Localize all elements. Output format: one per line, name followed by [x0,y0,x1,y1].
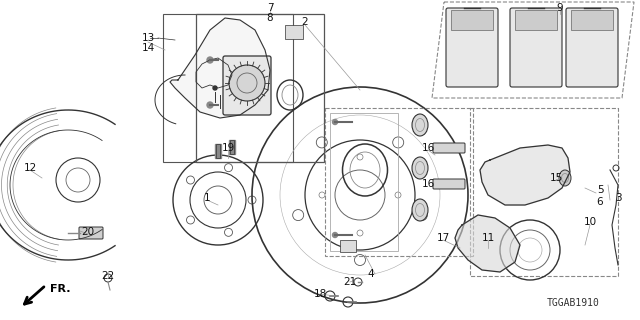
Bar [230,140,234,154]
Bar [285,25,303,39]
Circle shape [333,119,337,124]
Text: 8: 8 [267,13,273,23]
FancyBboxPatch shape [510,8,562,87]
Circle shape [229,65,265,101]
Polygon shape [170,18,270,118]
Circle shape [207,57,213,63]
Text: 13: 13 [141,33,155,43]
Text: 6: 6 [596,197,604,207]
Text: 16: 16 [421,143,435,153]
Ellipse shape [412,157,428,179]
Ellipse shape [412,199,428,221]
Ellipse shape [559,170,571,186]
Text: 15: 15 [549,173,563,183]
Text: 2: 2 [301,17,308,27]
Bar [330,113,398,251]
Text: 22: 22 [101,271,115,281]
Text: 12: 12 [24,163,36,173]
Bar [571,10,613,30]
Circle shape [333,233,337,237]
Circle shape [207,102,213,108]
Text: 9: 9 [557,3,563,13]
Bar [515,10,557,30]
Text: 7: 7 [267,3,273,13]
Bar [451,10,493,30]
Polygon shape [480,145,570,205]
Bar [196,14,324,162]
Bar [340,240,356,252]
Bar [216,144,220,158]
Text: 21: 21 [344,277,356,287]
Text: 4: 4 [368,269,374,279]
Text: 1: 1 [204,193,211,203]
Text: 17: 17 [436,233,450,243]
Bar [229,140,235,154]
Text: 5: 5 [596,185,604,195]
Text: 10: 10 [584,217,596,227]
Bar [325,108,473,256]
Bar [163,14,293,162]
FancyBboxPatch shape [79,227,103,239]
Text: 11: 11 [481,233,495,243]
Ellipse shape [412,114,428,136]
Text: 19: 19 [221,143,235,153]
Text: 16: 16 [421,179,435,189]
Text: TGGAB1910: TGGAB1910 [547,298,600,308]
Bar [470,108,618,276]
Text: 3: 3 [614,193,621,203]
FancyBboxPatch shape [566,8,618,87]
Bar [215,144,221,158]
Text: 18: 18 [314,289,326,299]
Text: 14: 14 [141,43,155,53]
Text: FR.: FR. [50,284,70,294]
Polygon shape [455,215,520,272]
FancyBboxPatch shape [446,8,498,87]
Circle shape [213,86,217,90]
FancyBboxPatch shape [223,56,271,115]
Text: 20: 20 [81,227,95,237]
FancyBboxPatch shape [433,143,465,153]
FancyBboxPatch shape [433,179,465,189]
